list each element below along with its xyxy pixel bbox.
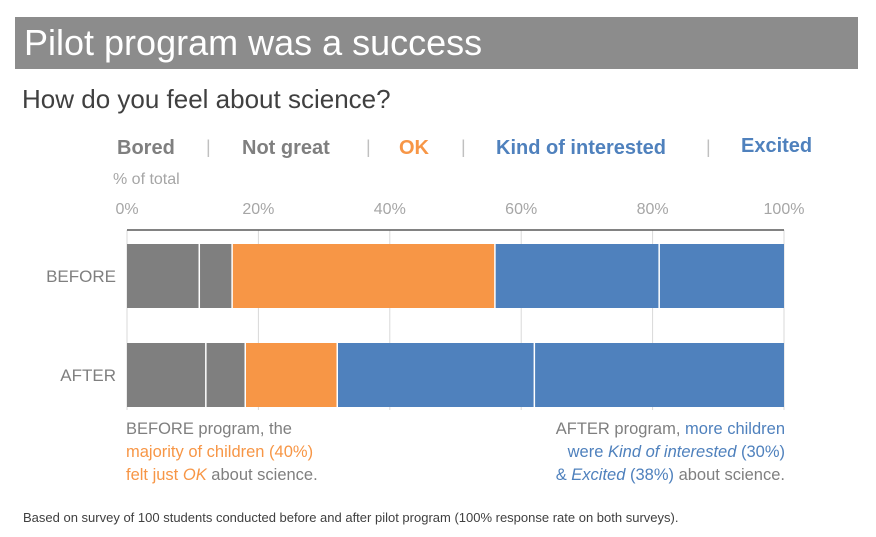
legend-separator: | [461, 137, 466, 157]
before-note-line1: BEFORE program, the [126, 420, 292, 438]
bar-segment-not-great [205, 343, 246, 407]
bar-segment-bored [127, 244, 200, 308]
category-label: AFTER [60, 366, 116, 385]
before-note-line2: majority of children (40%) [126, 443, 314, 461]
chart-subtitle: How do you feel about science? [22, 84, 391, 114]
title-bar [15, 17, 858, 69]
after-note-line2: were Kind of interested (30%) [567, 443, 785, 461]
bar-segment-kind-of-interested [494, 244, 660, 308]
chart-title: Pilot program was a success [24, 22, 483, 63]
legend-ok: OK [399, 137, 429, 159]
bar-segment-kind-of-interested [337, 343, 535, 407]
bar-segment-ok [232, 244, 495, 308]
legend-bored: Bored [117, 137, 175, 159]
legend-separator: | [206, 137, 211, 157]
x-tick-label: 80% [637, 201, 669, 218]
legend-separator: | [366, 137, 371, 157]
before-annotation: BEFORE program, the majority of children… [126, 418, 318, 487]
x-tick-label: 20% [242, 201, 274, 218]
after-note-line1: AFTER program, more children [555, 420, 785, 438]
x-tick-label: 60% [505, 201, 537, 218]
category-label: BEFORE [46, 267, 116, 286]
legend-not-great: Not great [242, 137, 330, 159]
bar-segment-excited [659, 244, 784, 308]
after-annotation: AFTER program, more children were Kind o… [470, 418, 785, 487]
x-tick-label: 40% [374, 201, 406, 218]
bar-segment-excited [534, 343, 784, 407]
x-tick-label: 100% [764, 201, 805, 218]
before-note-line3: felt just OK about science. [126, 466, 318, 484]
bar-segment-bored [127, 343, 206, 407]
legend-excited: Excited [741, 135, 813, 157]
bar-segment-not-great [199, 244, 233, 308]
legend-separator: | [706, 137, 711, 157]
x-axis-title: % of total [113, 171, 180, 188]
x-tick-label: 0% [115, 201, 138, 218]
after-note-line3: & Excited (38%) about science. [555, 466, 785, 484]
footnote: Based on survey of 100 students conducte… [23, 510, 679, 525]
bar-segment-ok [245, 343, 338, 407]
legend-kind-of-interested: Kind of interested [496, 137, 667, 159]
